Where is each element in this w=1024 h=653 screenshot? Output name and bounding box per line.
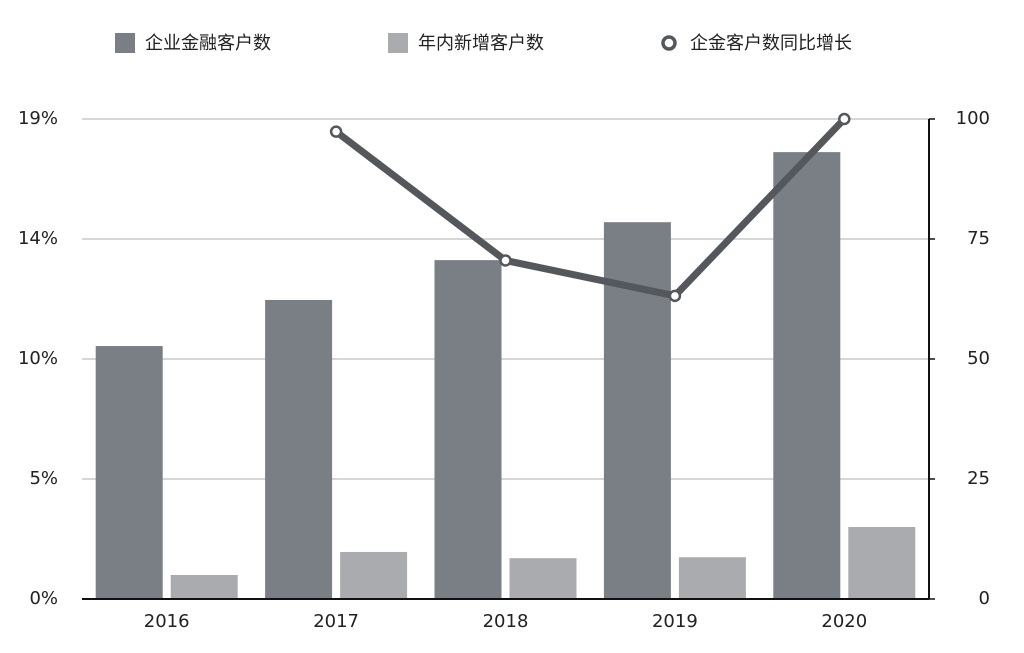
bar bbox=[848, 527, 916, 599]
bar bbox=[509, 558, 577, 599]
y2-tick-label: 100 bbox=[956, 108, 990, 129]
bar bbox=[170, 575, 238, 599]
line-marker bbox=[329, 125, 343, 138]
y2-tick-label: 25 bbox=[967, 468, 990, 489]
x-tick-label: 2017 bbox=[313, 611, 359, 632]
y-tick-label: 0% bbox=[29, 588, 58, 609]
bar bbox=[773, 152, 841, 599]
legend-swatch bbox=[388, 33, 408, 53]
x-tick-label: 2016 bbox=[144, 611, 190, 632]
legend-label: 企金客户数同比增长 bbox=[690, 33, 852, 54]
bar bbox=[265, 299, 333, 599]
line-marker bbox=[499, 254, 512, 267]
bar bbox=[678, 557, 746, 599]
legend-label: 年内新增客户数 bbox=[418, 33, 544, 54]
legend-marker bbox=[661, 35, 677, 51]
bar bbox=[340, 551, 408, 599]
y-tick-label: 19% bbox=[18, 108, 58, 129]
x-tick-label: 2019 bbox=[652, 611, 698, 632]
y2-tick-label: 50 bbox=[967, 348, 990, 369]
y-tick-label: 5% bbox=[29, 468, 58, 489]
y2-tick-label: 75 bbox=[967, 228, 990, 249]
bar bbox=[603, 222, 671, 599]
x-tick-label: 2020 bbox=[821, 611, 867, 632]
legend-swatch bbox=[115, 33, 135, 53]
y-tick-label: 10% bbox=[18, 348, 58, 369]
bar bbox=[95, 346, 163, 599]
line-marker bbox=[838, 112, 851, 126]
x-tick-label: 2018 bbox=[483, 611, 529, 632]
y-tick-label: 14% bbox=[18, 228, 58, 249]
bar bbox=[434, 260, 502, 599]
line bbox=[333, 116, 847, 300]
legend-label: 企业金融客户数 bbox=[145, 33, 271, 54]
y2-tick-label: 0 bbox=[979, 588, 990, 609]
line-marker bbox=[668, 289, 682, 303]
